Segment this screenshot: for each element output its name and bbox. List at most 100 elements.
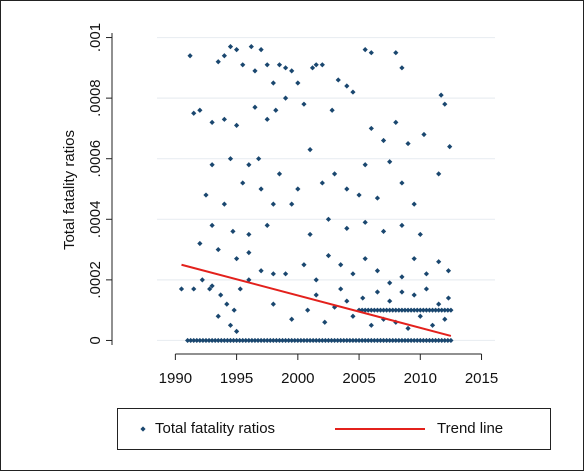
point [218,292,224,298]
point [377,307,384,313]
point [356,192,362,198]
point [442,337,448,344]
point [289,316,295,322]
point [411,201,417,207]
point [365,307,371,313]
point [191,110,197,116]
point [234,328,240,334]
point [270,301,276,307]
point [359,337,365,344]
point [421,131,427,138]
point [246,162,252,168]
point [380,337,387,344]
point [433,337,439,344]
point [436,259,442,265]
point [258,337,264,344]
legend-label: Total fatality ratios [155,420,275,437]
point [417,231,423,238]
point [237,286,243,292]
point [436,307,442,313]
point [252,68,258,74]
point [276,62,283,68]
point [325,216,332,222]
point [309,65,316,71]
point [188,337,194,344]
point [368,307,374,313]
point [258,186,264,192]
point [436,301,442,307]
point [270,337,276,344]
legend [117,408,551,450]
point [399,274,405,280]
point [405,325,411,331]
point [402,307,408,313]
point [429,337,436,344]
point [371,337,377,344]
point [224,301,230,307]
point [227,44,234,50]
point [426,307,433,313]
point [270,271,276,277]
point [368,322,374,328]
point [429,322,436,328]
point [199,277,205,283]
point [289,201,295,207]
point [350,337,356,344]
point [438,92,444,98]
point [390,307,396,313]
point [282,337,289,344]
x-tick-label: 2010 [404,370,437,387]
point [243,337,249,344]
point [396,337,402,344]
x-tick-label: 2015 [465,370,498,387]
point [380,307,387,313]
point [408,337,414,344]
point [289,68,295,74]
point [384,337,390,344]
point [374,268,381,274]
point [301,262,307,268]
point [368,337,374,344]
point [399,222,405,228]
point [417,313,423,319]
y-tick-label: .001 [87,23,104,52]
point [276,337,283,344]
point [249,337,255,344]
point [282,65,289,71]
point [295,337,301,344]
point [307,337,313,344]
point [380,228,387,235]
point [258,47,264,53]
point [374,195,381,201]
point [322,319,328,325]
point [240,180,246,186]
point [200,337,206,344]
point [215,246,221,253]
point [393,337,399,344]
point [329,107,335,113]
point [393,50,399,56]
point [313,277,319,283]
point [207,286,213,292]
point [380,137,387,144]
point [194,337,200,344]
legend-label: Trend line [437,420,503,437]
point [248,44,254,50]
point [209,222,215,228]
point [411,337,417,344]
point [240,62,246,68]
point [221,53,227,59]
point [344,225,350,231]
point [448,337,454,344]
point [445,268,452,274]
point [445,295,452,301]
point [286,337,292,344]
point [295,80,301,86]
x-tick-label: 1995 [220,370,253,387]
point [423,286,430,292]
point [420,337,426,344]
point [301,101,307,107]
point [227,337,234,344]
point [399,337,405,344]
